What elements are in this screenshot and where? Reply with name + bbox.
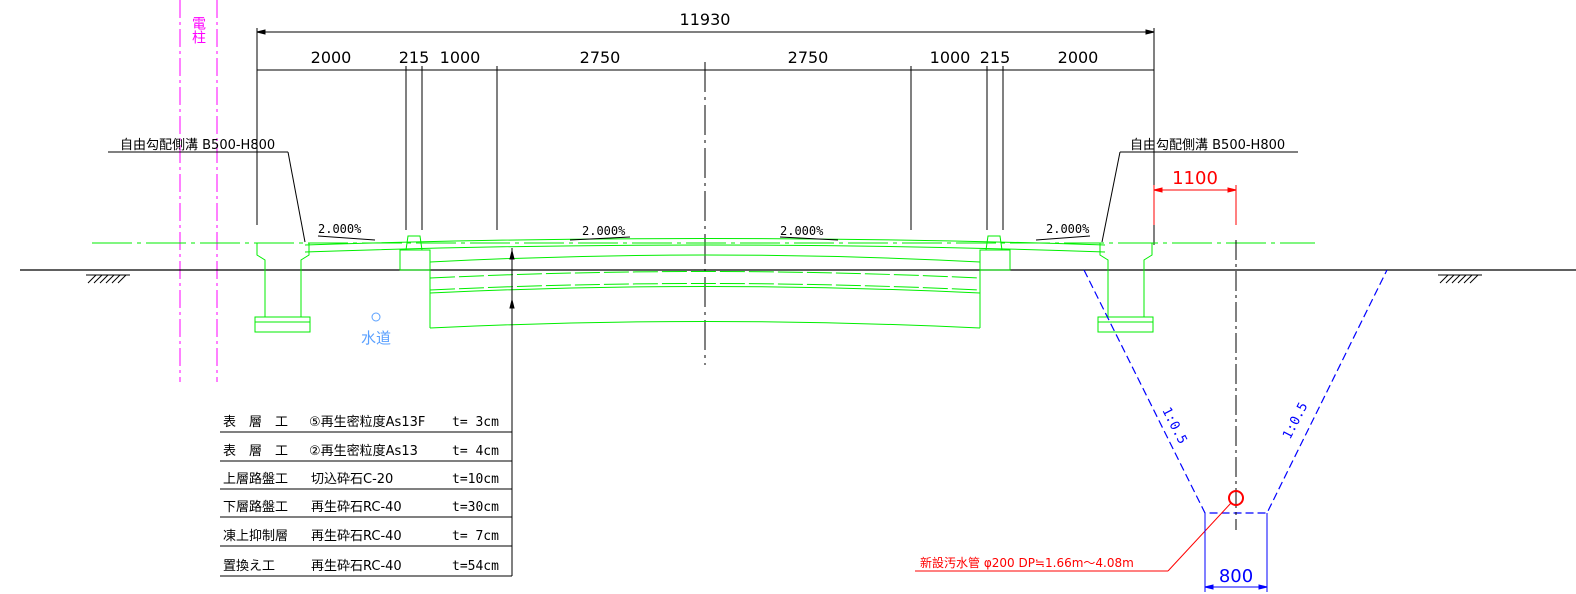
dimension-segment-5: 2750	[788, 48, 829, 67]
dimension-segment-2: 215	[399, 48, 430, 67]
water-main-symbol	[371, 312, 381, 322]
utility-pole	[179, 0, 218, 382]
overall-dimension-line	[256, 28, 1155, 245]
dimension-segment-4: 2750	[580, 48, 621, 67]
layer-thickness-5: t= 7cm	[452, 529, 499, 544]
segment-labels: 2000 215 1000 2750 2750 1000 215 2000	[311, 48, 1099, 67]
ground-hatch-right	[1438, 274, 1482, 284]
layer-name-2: 表 層 工	[223, 444, 288, 459]
dimension-overall: 11930	[680, 10, 731, 29]
layer-material-1: ⑤再生密粒度As13F	[309, 414, 425, 430]
sewer-pipe-symbol	[1228, 490, 1244, 506]
dimension-segment-3: 1000	[440, 48, 481, 67]
slope-label-4: 2.000%	[1046, 222, 1090, 236]
pavement-layer-table: 表 層 工 ⑤再生密粒度As13F t= 3cm 表 層 工 ②再生密粒度As1…	[220, 414, 512, 577]
dimension-segment-7: 215	[980, 48, 1011, 67]
layer-thickness-4: t=30cm	[452, 500, 499, 515]
layer-thickness-6: t=54cm	[452, 559, 499, 574]
layer-material-2: ②再生密粒度As13	[309, 443, 418, 459]
layer-material-5: 再生砕石RC-40	[311, 529, 402, 544]
dimension-offset: 1100	[1172, 168, 1218, 189]
layer-name-5: 凍上抑制層	[223, 528, 288, 544]
layer-name-1: 表 層 工	[223, 415, 288, 430]
gutter-label-left: 自由勾配側溝 B500-H800	[120, 138, 275, 153]
slope-labels: 2.000% 2.000% 2.000% 2.000%	[317, 222, 1090, 241]
pavement-leader	[509, 248, 515, 576]
water-main-label: 水道	[361, 329, 391, 347]
dimension-trench-bottom: 800	[1219, 566, 1253, 587]
gutter-leaders	[108, 151, 1298, 243]
ground-hatch-left	[86, 274, 130, 284]
dimension-segment-1: 2000	[311, 48, 352, 67]
road-structure	[92, 235, 1315, 333]
trench-slope-left: 1:0.5	[1158, 405, 1189, 447]
slope-label-1: 2.000%	[318, 222, 362, 236]
dimension-segment-8: 2000	[1058, 48, 1099, 67]
trench-slope-right: 1:0.5	[1280, 400, 1311, 442]
layer-thickness-3: t=10cm	[452, 472, 499, 487]
utility-pole-label: 電柱	[190, 16, 206, 44]
slope-label-2: 2.000%	[582, 224, 626, 238]
layer-material-3: 切込砕石C-20	[311, 472, 393, 487]
layer-name-4: 下層路盤工	[223, 499, 288, 515]
dimension-segment-6: 1000	[930, 48, 971, 67]
layer-material-6: 再生砕石RC-40	[311, 559, 402, 574]
sewer-pipe-label: 新設汚水管 φ200 DP≒1.66m～4.08m	[920, 555, 1134, 570]
layer-material-4: 再生砕石RC-40	[311, 500, 402, 515]
slope-label-3: 2.000%	[780, 224, 824, 238]
layer-thickness-1: t= 3cm	[452, 415, 499, 430]
layer-name-6: 置換え工	[223, 559, 275, 574]
sewer-pipe-leader	[915, 502, 1232, 572]
offset-dimension	[1153, 185, 1237, 225]
trench-bottom-dimension	[1204, 513, 1268, 592]
layer-name-3: 上層路盤工	[223, 471, 288, 487]
layer-thickness-2: t= 4cm	[452, 444, 499, 459]
gutter-label-right: 自由勾配側溝 B500-H800	[1130, 138, 1285, 153]
